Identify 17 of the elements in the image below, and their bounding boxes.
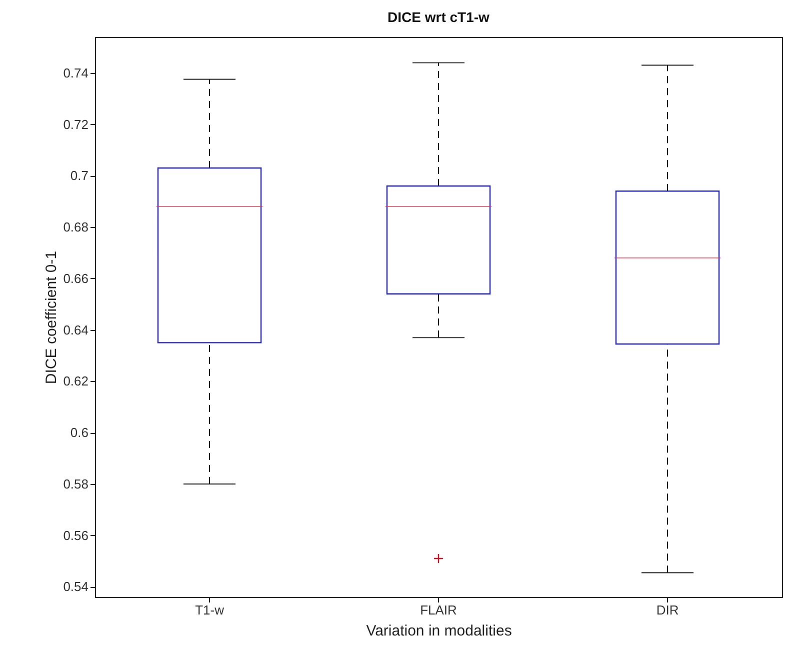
y-tick-label: 0.62	[63, 374, 88, 389]
y-tick-label: 0.56	[63, 528, 88, 543]
y-tick-label: 0.58	[63, 476, 88, 492]
x-axis-title: Variation in modalities	[366, 622, 512, 640]
y-tick-label: 0.6	[70, 425, 88, 440]
y-tick-label: 0.68	[63, 220, 88, 235]
chart-title: DICE wrt cT1-w	[388, 9, 490, 25]
x-tick-label: FLAIR	[420, 602, 457, 618]
y-tick-label: 0.72	[63, 116, 88, 132]
x-tick-label: T1-w	[195, 602, 225, 618]
y-tick-label: 0.64	[63, 322, 88, 338]
x-tick-label: DIR	[656, 602, 679, 618]
y-tick-label: 0.54	[63, 579, 88, 594]
y-tick-label: 0.7	[70, 168, 88, 184]
y-tick-label: 0.66	[63, 270, 88, 286]
y-axis-title: DICE coefficient 0-1	[43, 250, 60, 384]
y-tick-label: 0.74	[63, 65, 88, 80]
